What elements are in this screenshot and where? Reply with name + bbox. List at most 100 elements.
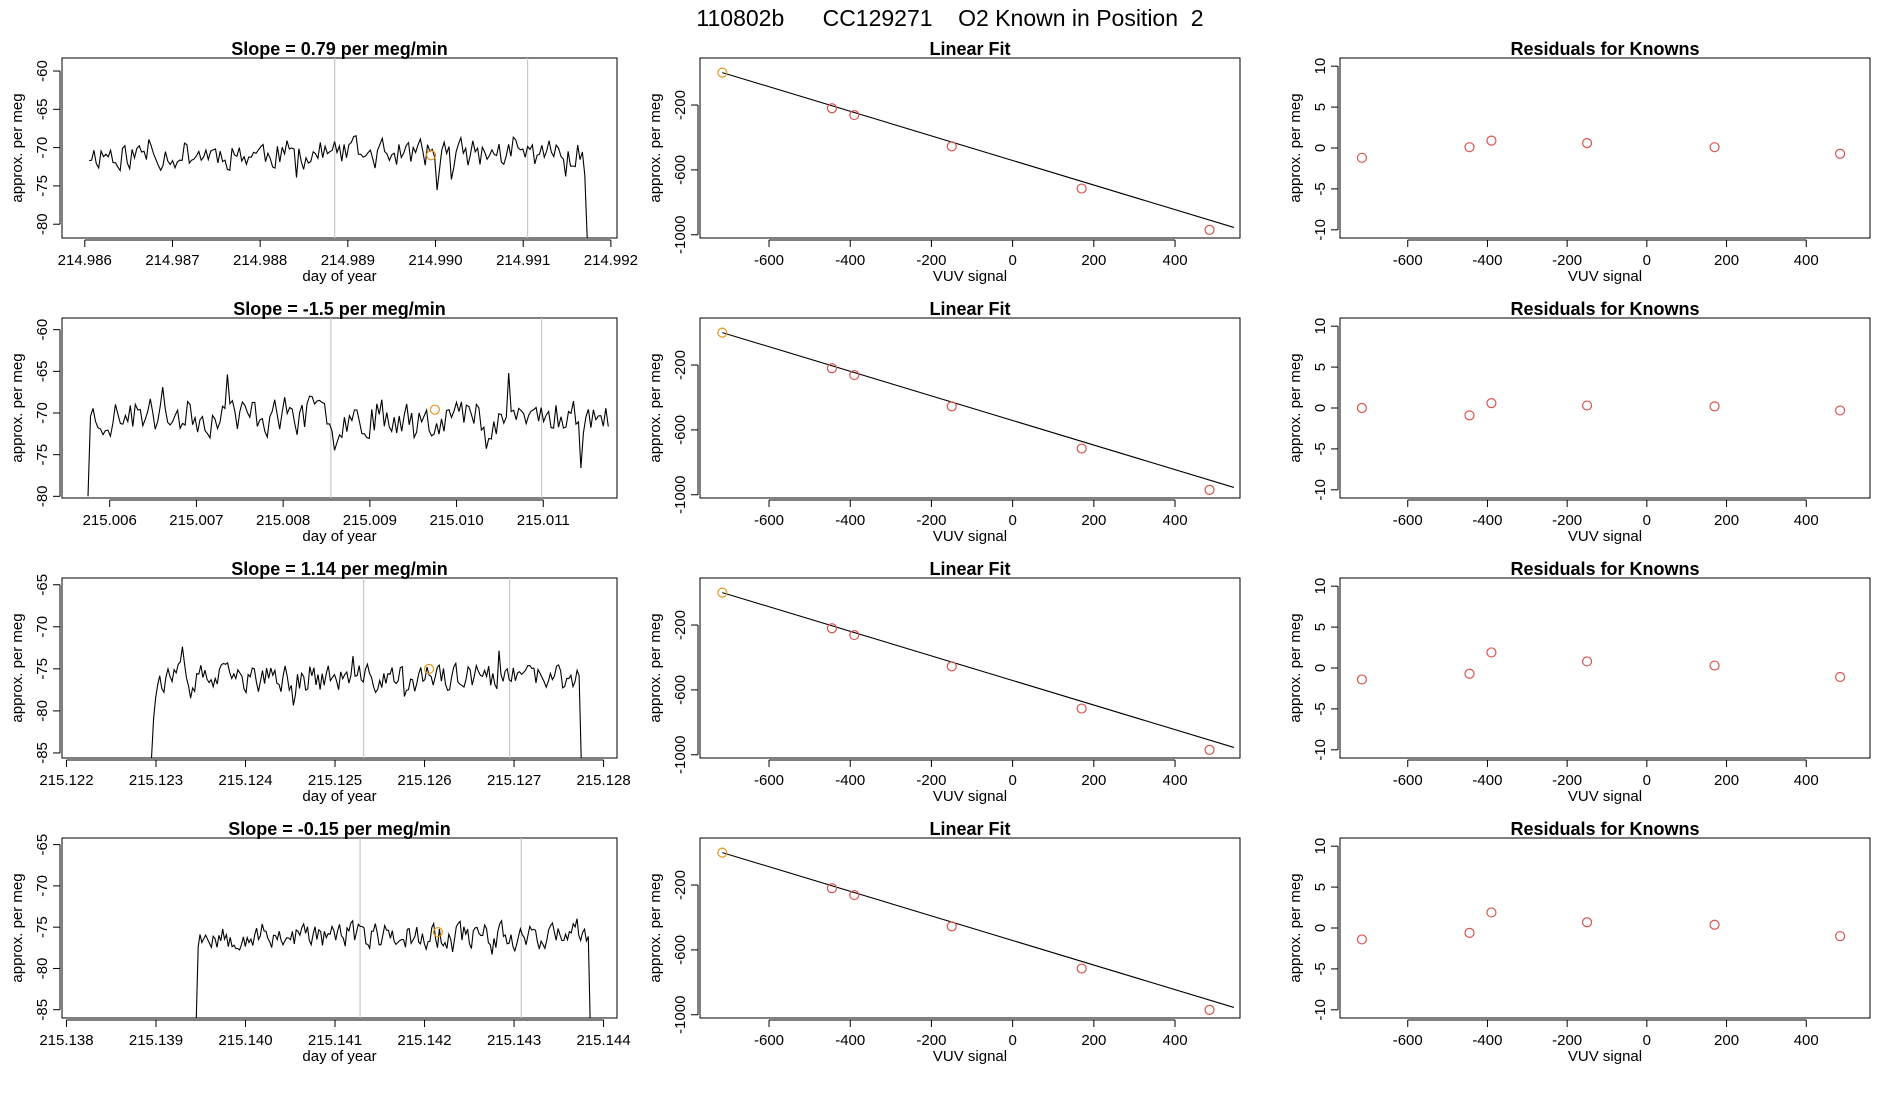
x-tick-label: 215.144 [576,1032,630,1049]
panel-row3-residuals: Residuals for Knowns -600 -400 -200 0 200 400 V… [1287,559,1871,805]
fit-line [722,72,1235,228]
y-tick-label: -60 [34,319,51,341]
x-tick-label: 215.125 [308,772,362,789]
data-point [1835,671,1846,683]
x-tick-label: 214.989 [321,252,375,269]
plot-title: Residuals for Knowns [1510,559,1699,579]
y-tick-label: -60 [34,60,51,82]
data-point [1486,397,1497,409]
data-point [849,109,860,121]
panel-row1-residuals: Residuals for Knowns -600 -400 -200 0 200 400 V… [1287,39,1871,285]
data-point [1709,142,1720,153]
y-tick-label: -5 [1312,442,1329,455]
y-tick-label: -5 [1312,702,1329,715]
panel-row4-timeseries: Slope = -0.15 per meg/min 215.138 215.139 2… [9,819,631,1065]
y-tick-label: -75 [34,175,51,197]
y-axis-label: approx. per meg [1287,353,1304,462]
y-tick-label: 10 [1312,58,1329,75]
x-tick-label: 215.143 [487,1032,541,1049]
data-point [1356,152,1368,163]
data-point [1464,927,1475,939]
data-point [1486,907,1497,918]
x-tick-label: -600 [754,772,784,789]
plot-title: Linear Fit [929,39,1010,59]
x-axis-label: day of year [302,1048,376,1065]
x-tick-label: 214.986 [58,252,112,269]
x-axis-label: VUV signal [933,528,1007,545]
y-tick-label: -600 [672,935,689,965]
x-tick-label: 215.006 [83,512,137,529]
plot-title: Residuals for Knowns [1510,819,1699,839]
data-point [946,141,957,152]
data-point [1076,443,1087,454]
plot-frame [1339,837,1871,1019]
data-point [946,401,957,412]
data-point [826,623,838,634]
plot-title: Slope = -0.15 per meg/min [228,819,451,839]
data-point [1835,148,1846,159]
x-axis-label: day of year [302,788,376,805]
data-point [717,327,728,338]
x-tick-label: 0 [1008,512,1016,529]
x-tick-label: 215.010 [429,512,483,529]
x-tick-label: -400 [1472,512,1502,529]
y-tick-label: 5 [1312,103,1329,111]
data-point [1204,224,1215,235]
x-tick-label: 0 [1643,772,1651,789]
x-tick-label: 215.139 [129,1032,183,1049]
data-point [849,629,860,641]
x-tick-label: -200 [916,512,946,529]
fit-line [722,332,1235,488]
x-tick-label: -600 [1393,252,1423,269]
x-tick-label: 214.990 [408,252,462,269]
panel-row2-residuals: Residuals for Knowns -600 -400 -200 0 200 400 V… [1287,299,1871,545]
y-tick-label: -200 [672,350,689,380]
x-tick-label: -400 [835,1032,865,1049]
data-point [1835,405,1846,416]
x-tick-label: -200 [1552,772,1582,789]
y-tick-label: -600 [672,155,689,185]
x-tick-label: 200 [1081,512,1106,529]
x-tick-label: -600 [754,512,784,529]
data-point [1581,400,1593,411]
y-tick-label: -5 [1312,962,1329,975]
x-tick-label: 214.991 [496,252,550,269]
y-tick-label: -70 [34,616,51,638]
data-point [1581,137,1593,149]
plot-title: Linear Fit [929,819,1010,839]
x-tick-label: 0 [1008,772,1016,789]
y-tick-label: 10 [1312,578,1329,595]
data-point [1356,934,1368,945]
x-tick-label: 400 [1794,772,1819,789]
plot-frame [1339,577,1871,759]
highlight-point [423,663,435,674]
panel-row1-timeseries: Slope = 0.79 per meg/min 214.986 214.987 21… [9,39,638,285]
data-point [1204,744,1215,755]
y-tick-label: -5 [1312,182,1329,195]
data-point [946,921,957,932]
y-tick-label: -600 [672,415,689,445]
x-axis-label: VUV signal [1568,1048,1642,1065]
x-tick-label: -400 [1472,772,1502,789]
plot-frame [699,57,1241,239]
plot-frame [61,837,618,1019]
x-tick-label: 0 [1643,1032,1651,1049]
plot-frame [699,837,1241,1019]
data-point [1076,963,1087,974]
y-tick-label: 0 [1312,664,1329,672]
highlight-point [432,927,444,938]
x-tick-label: 400 [1794,512,1819,529]
data-point [946,661,957,672]
x-tick-label: -200 [1552,252,1582,269]
data-point [1076,703,1087,714]
y-tick-label: 5 [1312,623,1329,631]
data-point [1204,484,1215,495]
y-tick-label: -75 [34,916,51,938]
data-point [849,889,860,901]
x-tick-label: 200 [1714,512,1739,529]
plot-title: Slope = 1.14 per meg/min [231,559,448,579]
x-tick-label: 215.124 [218,772,272,789]
x-tick-label: 0 [1643,512,1651,529]
